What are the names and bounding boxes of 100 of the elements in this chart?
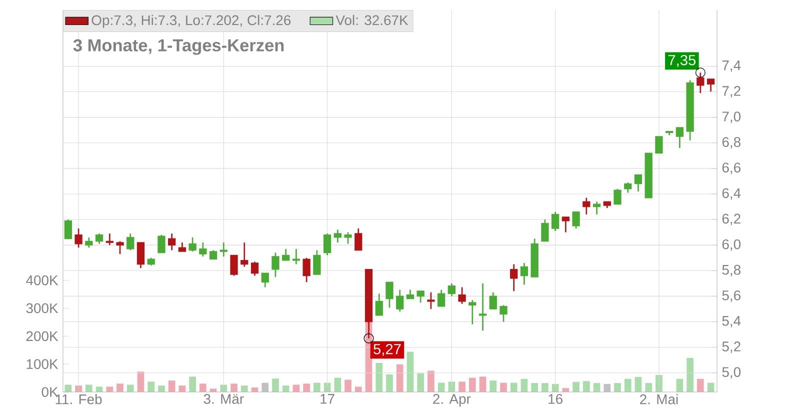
candlestick bbox=[95, 232, 104, 244]
y-tick-label: 6,0 bbox=[722, 239, 741, 251]
bar bbox=[106, 386, 114, 392]
bar bbox=[314, 382, 320, 392]
candlestick bbox=[136, 242, 145, 269]
candlestick bbox=[478, 282, 487, 332]
bar bbox=[148, 382, 155, 392]
text: 3 Monate, 1-Tages-Kerzen bbox=[73, 39, 284, 55]
y-tick-label: 7,2 bbox=[722, 86, 740, 98]
bar bbox=[500, 382, 507, 392]
bar bbox=[531, 383, 538, 392]
y-tick-label: 6,8 bbox=[722, 137, 740, 149]
candlestick bbox=[354, 228, 362, 251]
y-tick-label: 5,8 bbox=[722, 264, 740, 276]
bar bbox=[240, 386, 248, 392]
bar bbox=[468, 378, 476, 392]
x-tick-label: 11. Feb bbox=[56, 394, 102, 404]
y-tick-label: 5,6 bbox=[722, 290, 740, 302]
candlestick bbox=[282, 248, 290, 262]
y2-tick-label: 200K bbox=[26, 331, 58, 342]
candlestick bbox=[199, 242, 207, 258]
bar bbox=[85, 384, 92, 392]
bar bbox=[292, 384, 300, 392]
candlestick bbox=[240, 242, 248, 268]
annotation: 7,35 bbox=[668, 54, 696, 68]
annotation: 5,27 bbox=[374, 344, 401, 356]
bar bbox=[272, 378, 279, 392]
bar bbox=[220, 384, 228, 392]
candlestick bbox=[313, 250, 321, 276]
bar bbox=[168, 380, 176, 392]
bar bbox=[344, 380, 352, 392]
bar bbox=[542, 383, 548, 392]
bar bbox=[200, 384, 206, 392]
bar bbox=[386, 374, 393, 392]
candlestick bbox=[448, 282, 456, 297]
candlestick bbox=[344, 232, 352, 244]
candlestick bbox=[489, 292, 497, 310]
bar bbox=[479, 376, 486, 392]
bar bbox=[458, 382, 466, 392]
bar bbox=[520, 378, 528, 392]
bar bbox=[282, 386, 290, 392]
bar bbox=[376, 362, 383, 392]
y-tick-label: 5,0 bbox=[722, 367, 741, 379]
bar bbox=[417, 373, 424, 392]
bar bbox=[583, 381, 590, 392]
candlestick bbox=[582, 197, 590, 216]
bar bbox=[593, 383, 600, 392]
bar bbox=[572, 382, 580, 392]
x-tick-label: 2. Apr bbox=[433, 394, 471, 407]
candlestick bbox=[427, 292, 435, 310]
bar bbox=[230, 384, 238, 392]
candlestick bbox=[261, 272, 269, 288]
candlestick bbox=[85, 236, 93, 248]
bar bbox=[96, 386, 103, 392]
bar bbox=[137, 372, 144, 392]
candlestick bbox=[272, 252, 280, 278]
bar bbox=[686, 358, 694, 392]
candlestick bbox=[706, 78, 715, 92]
candlestick bbox=[634, 174, 642, 192]
candlestick bbox=[250, 261, 259, 276]
bar bbox=[303, 384, 310, 392]
candlestick bbox=[500, 304, 508, 322]
y2-tick-label: 300K bbox=[26, 303, 58, 314]
bar bbox=[354, 386, 362, 392]
y-tick-label: 7,0 bbox=[722, 112, 741, 124]
y-tick-label: 6,4 bbox=[722, 188, 741, 200]
candlestick bbox=[614, 188, 622, 205]
bar bbox=[334, 378, 342, 392]
bar bbox=[676, 378, 684, 392]
x-tick-label: 16 bbox=[548, 394, 562, 404]
bar bbox=[189, 376, 196, 392]
y2-tick-label: 0K bbox=[42, 387, 58, 397]
y2-tick-label: 100K bbox=[26, 359, 58, 370]
candlestick bbox=[458, 286, 466, 305]
bar bbox=[428, 370, 434, 392]
y-tick-label: 5,2 bbox=[722, 342, 740, 354]
candlestick bbox=[624, 182, 632, 194]
candlestick bbox=[188, 236, 196, 252]
legend-label: Op:7.3, Hi:7.3, Lo:7.202, Cl:7.26 bbox=[92, 14, 291, 28]
candlestick bbox=[74, 228, 82, 248]
y-tick-label: 6,6 bbox=[722, 162, 740, 174]
bar bbox=[645, 383, 652, 392]
candlestick bbox=[168, 232, 176, 251]
y-tick-label: 5,4 bbox=[722, 316, 741, 328]
candlestick bbox=[386, 281, 394, 308]
bar bbox=[396, 364, 404, 392]
candlestick bbox=[126, 232, 134, 251]
x-tick-label: 3. Mär bbox=[204, 394, 244, 404]
candlestick bbox=[375, 292, 383, 316]
candlestick bbox=[416, 290, 424, 304]
bar bbox=[64, 384, 72, 392]
bar bbox=[697, 378, 704, 392]
bar bbox=[604, 384, 611, 392]
candlestick bbox=[292, 248, 300, 265]
x-tick-label: 2. Mai bbox=[640, 394, 678, 404]
candlestick bbox=[510, 264, 518, 292]
candlestick bbox=[552, 211, 560, 232]
x-tick-label: 17 bbox=[320, 394, 334, 404]
candlestick bbox=[323, 232, 332, 256]
candlestick bbox=[655, 136, 663, 154]
